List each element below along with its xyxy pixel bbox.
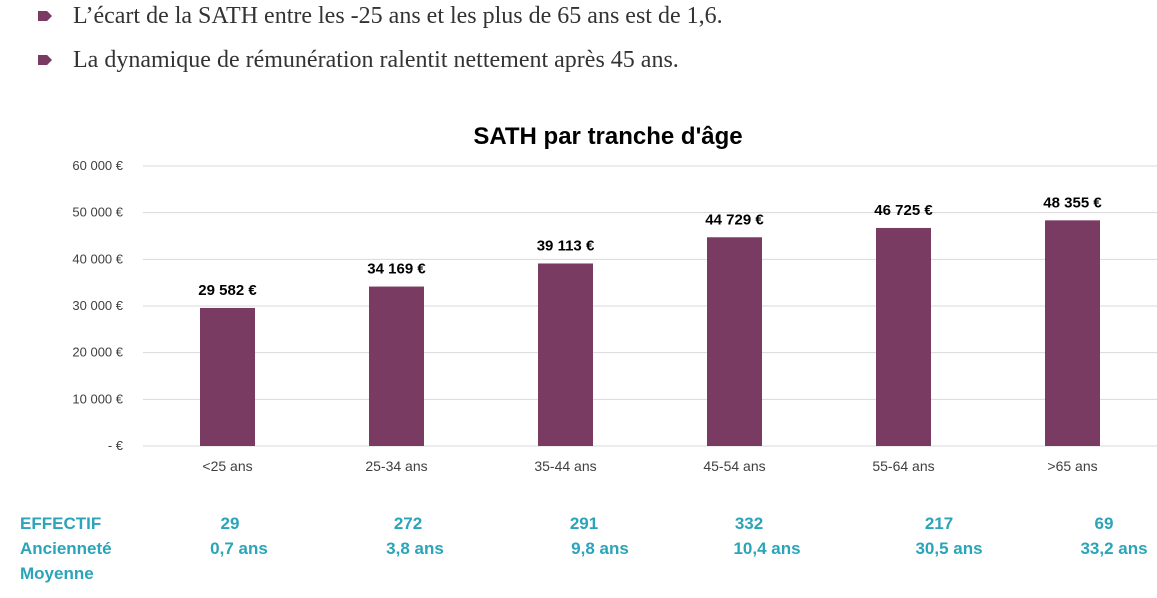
anciennete-value: 3,8 ans (386, 539, 444, 558)
bar (1045, 220, 1100, 446)
data-labels: 29 582 € 34 169 € 39 113 € 44 729 € 46 725 €… (198, 194, 1102, 299)
y-axis-ticks: - € 10 000 € 20 000 € 30 000 € 40 000 € 50 00… (72, 158, 123, 453)
bullet-arrow-icon (38, 55, 52, 65)
data-label: 44 729 € (705, 211, 764, 228)
data-label: 34 169 € (367, 261, 426, 278)
effectif-value: 332 (734, 514, 764, 533)
data-label: 46 725 € (874, 202, 933, 219)
effectif-value: 291 (569, 514, 599, 533)
y-tick-label: 20 000 € (72, 345, 123, 360)
x-axis-ticks: <25 ans 25-34 ans 35-44 ans 45-54 ans 55-64 … (202, 458, 1097, 474)
y-tick-label: 50 000 € (72, 205, 123, 220)
data-label: 29 582 € (198, 282, 257, 299)
anciennete-label-line2: Moyenne (20, 564, 94, 583)
effectif-value: 69 (1094, 514, 1114, 533)
x-tick-label: 55-64 ans (872, 458, 934, 474)
x-tick-label: >65 ans (1047, 458, 1097, 474)
gridlines (143, 165, 1157, 447)
chart-title: SATH par tranche d'âge (473, 123, 742, 150)
anciennete-value: 10,4 ans (733, 539, 801, 558)
bar (369, 286, 424, 446)
anciennete-value: 0,7 ans (210, 539, 268, 558)
x-tick-label: 25-34 ans (365, 458, 427, 474)
bar (876, 227, 931, 446)
x-tick-label: 35-44 ans (534, 458, 596, 474)
effectif-value: 217 (924, 514, 954, 533)
anciennete-value: 30,5 ans (915, 539, 983, 558)
data-label: 39 113 € (537, 237, 595, 254)
effectif-label: EFFECTIF (20, 514, 102, 533)
x-tick-label: <25 ans (202, 458, 252, 474)
anciennete-value: 33,2 ans (1080, 539, 1148, 558)
bar (707, 237, 762, 446)
y-tick-label: 30 000 € (72, 298, 123, 313)
y-tick-label: 10 000 € (72, 391, 123, 406)
effectif-value: 272 (393, 514, 423, 533)
bullet-item: La dynamique de rémunération ralentit ne… (38, 45, 679, 75)
bars (200, 220, 1100, 446)
bar (200, 307, 255, 446)
data-label: 48 355 € (1043, 194, 1102, 211)
anciennete-value: 9,8 ans (571, 539, 629, 558)
y-tick-label: - € (108, 438, 124, 453)
effectif-value: 29 (220, 514, 240, 533)
anciennete-label: Ancienneté (20, 539, 112, 558)
y-tick-label: 40 000 € (72, 251, 123, 266)
bullet-arrow-icon (38, 11, 52, 21)
bar (538, 263, 593, 446)
y-tick-label: 60 000 € (72, 158, 123, 173)
bullet-item: L’écart de la SATH entre les -25 ans et … (38, 1, 723, 31)
bullet-text: L’écart de la SATH entre les -25 ans et … (73, 2, 723, 29)
x-tick-label: 45-54 ans (703, 458, 765, 474)
bullet-text: La dynamique de rémunération ralentit ne… (73, 46, 679, 73)
